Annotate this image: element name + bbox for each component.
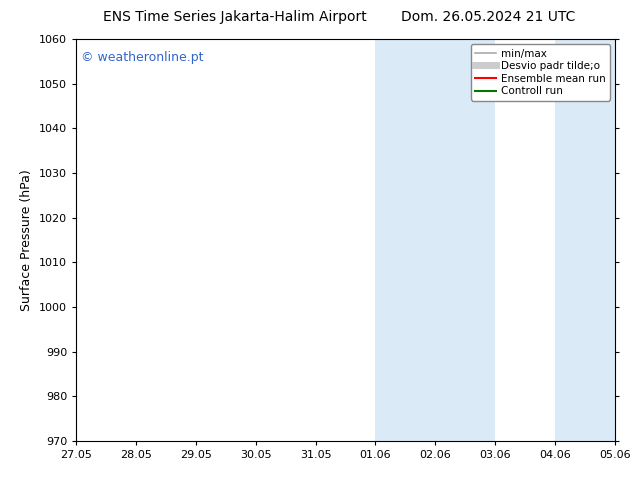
Y-axis label: Surface Pressure (hPa): Surface Pressure (hPa) (20, 169, 34, 311)
Legend: min/max, Desvio padr tilde;o, Ensemble mean run, Controll run: min/max, Desvio padr tilde;o, Ensemble m… (470, 45, 610, 100)
Text: Dom. 26.05.2024 21 UTC: Dom. 26.05.2024 21 UTC (401, 10, 576, 24)
Bar (375, 39, 495, 441)
Bar (555, 39, 634, 441)
Text: © weatheronline.pt: © weatheronline.pt (81, 51, 204, 64)
Text: ENS Time Series Jakarta-Halim Airport: ENS Time Series Jakarta-Halim Airport (103, 10, 366, 24)
